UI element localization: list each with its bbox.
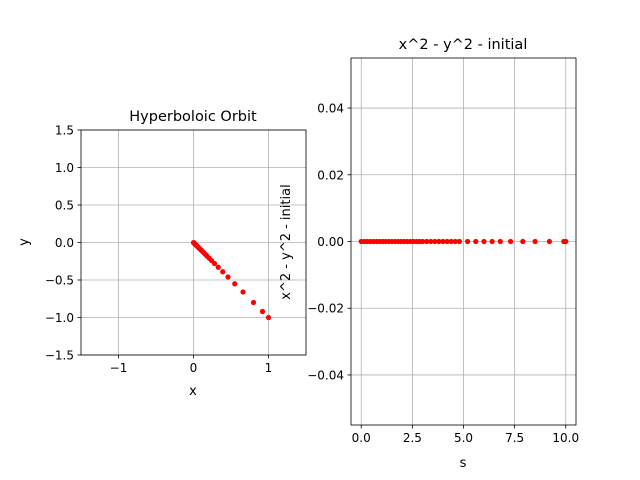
- y-tick-label: 0.5: [55, 199, 74, 213]
- x-axis-ticks: −1 0 1: [110, 355, 273, 375]
- data-point: [428, 238, 434, 245]
- y-tick-label: 0.00: [317, 235, 344, 249]
- x-axis-ticks: 0.0 2.5 5.0 7.5 10.0: [352, 425, 579, 445]
- data-point: [448, 238, 454, 245]
- x-axis-label: s: [460, 456, 467, 471]
- data-point: [464, 238, 471, 245]
- y-tick-label: −1.5: [45, 349, 74, 363]
- y-axis-ticks: −0.04 −0.02 0.00 0.02 0.04: [307, 102, 351, 382]
- x-tick-label: 1: [265, 361, 273, 375]
- x-tick-label: 10.0: [552, 431, 579, 445]
- data-point: [259, 308, 266, 315]
- y-tick-label: 1.0: [55, 161, 74, 175]
- y-tick-label: 0.04: [317, 102, 344, 116]
- data-point: [520, 238, 526, 245]
- chart-title: x^2 - y^2 - initial: [399, 37, 528, 53]
- y-tick-label: −0.04: [307, 368, 344, 382]
- y-axis-ticks: −1.5 −1.0 −0.5 0.0 0.5 1.0 1.5: [45, 124, 81, 363]
- y-axis-label: x^2 - y^2 - initial: [279, 184, 294, 299]
- data-point: [220, 269, 226, 275]
- x-tick-label: 5.0: [454, 431, 473, 445]
- data-point: [424, 238, 430, 245]
- data-point: [507, 238, 514, 245]
- y-tick-label: −1.0: [45, 311, 74, 325]
- data-point: [250, 299, 257, 306]
- data-point: [452, 238, 458, 245]
- data-point: [444, 238, 450, 245]
- x-tick-label: 0: [190, 361, 198, 375]
- data-point: [546, 238, 553, 245]
- data-point: [497, 238, 503, 245]
- x-tick-label: 0.0: [352, 431, 371, 445]
- data-points: [358, 238, 569, 245]
- data-point: [473, 238, 479, 245]
- data-point: [436, 238, 442, 245]
- data-point: [489, 238, 495, 245]
- y-tick-label: 0.02: [317, 168, 344, 182]
- y-tick-label: −0.02: [307, 302, 344, 316]
- data-points: [190, 239, 272, 321]
- data-point: [532, 238, 538, 245]
- data-point: [440, 238, 446, 245]
- data-point: [432, 238, 438, 245]
- chart-title: Hyperboloic Orbit: [129, 109, 257, 125]
- x-tick-label: −1: [110, 361, 128, 375]
- data-point: [265, 314, 272, 321]
- x-tick-label: 7.5: [505, 431, 524, 445]
- x-axis-label: x: [189, 384, 197, 399]
- x-tick-label: 2.5: [403, 431, 422, 445]
- data-point: [190, 239, 197, 246]
- y-axis-label: y: [17, 238, 32, 246]
- data-point: [232, 281, 238, 287]
- y-tick-label: 0.0: [55, 236, 74, 250]
- invariant-chart: x^2 - y^2 - initial 0.0 2.5 5.0 7.5 10.0 −0.…: [279, 37, 579, 471]
- data-point: [419, 238, 426, 245]
- y-tick-label: 1.5: [55, 124, 74, 138]
- data-point: [481, 238, 487, 245]
- data-point: [215, 264, 221, 270]
- hyperbolic-orbit-chart: Hyperboloic Orbit −1 0 1 −1.5 −1.0 −0.5 0.0 0.…: [17, 109, 307, 399]
- y-tick-label: −0.5: [45, 274, 74, 288]
- data-point: [563, 238, 569, 245]
- data-point: [225, 274, 231, 280]
- data-point: [240, 289, 246, 295]
- data-point: [456, 238, 463, 245]
